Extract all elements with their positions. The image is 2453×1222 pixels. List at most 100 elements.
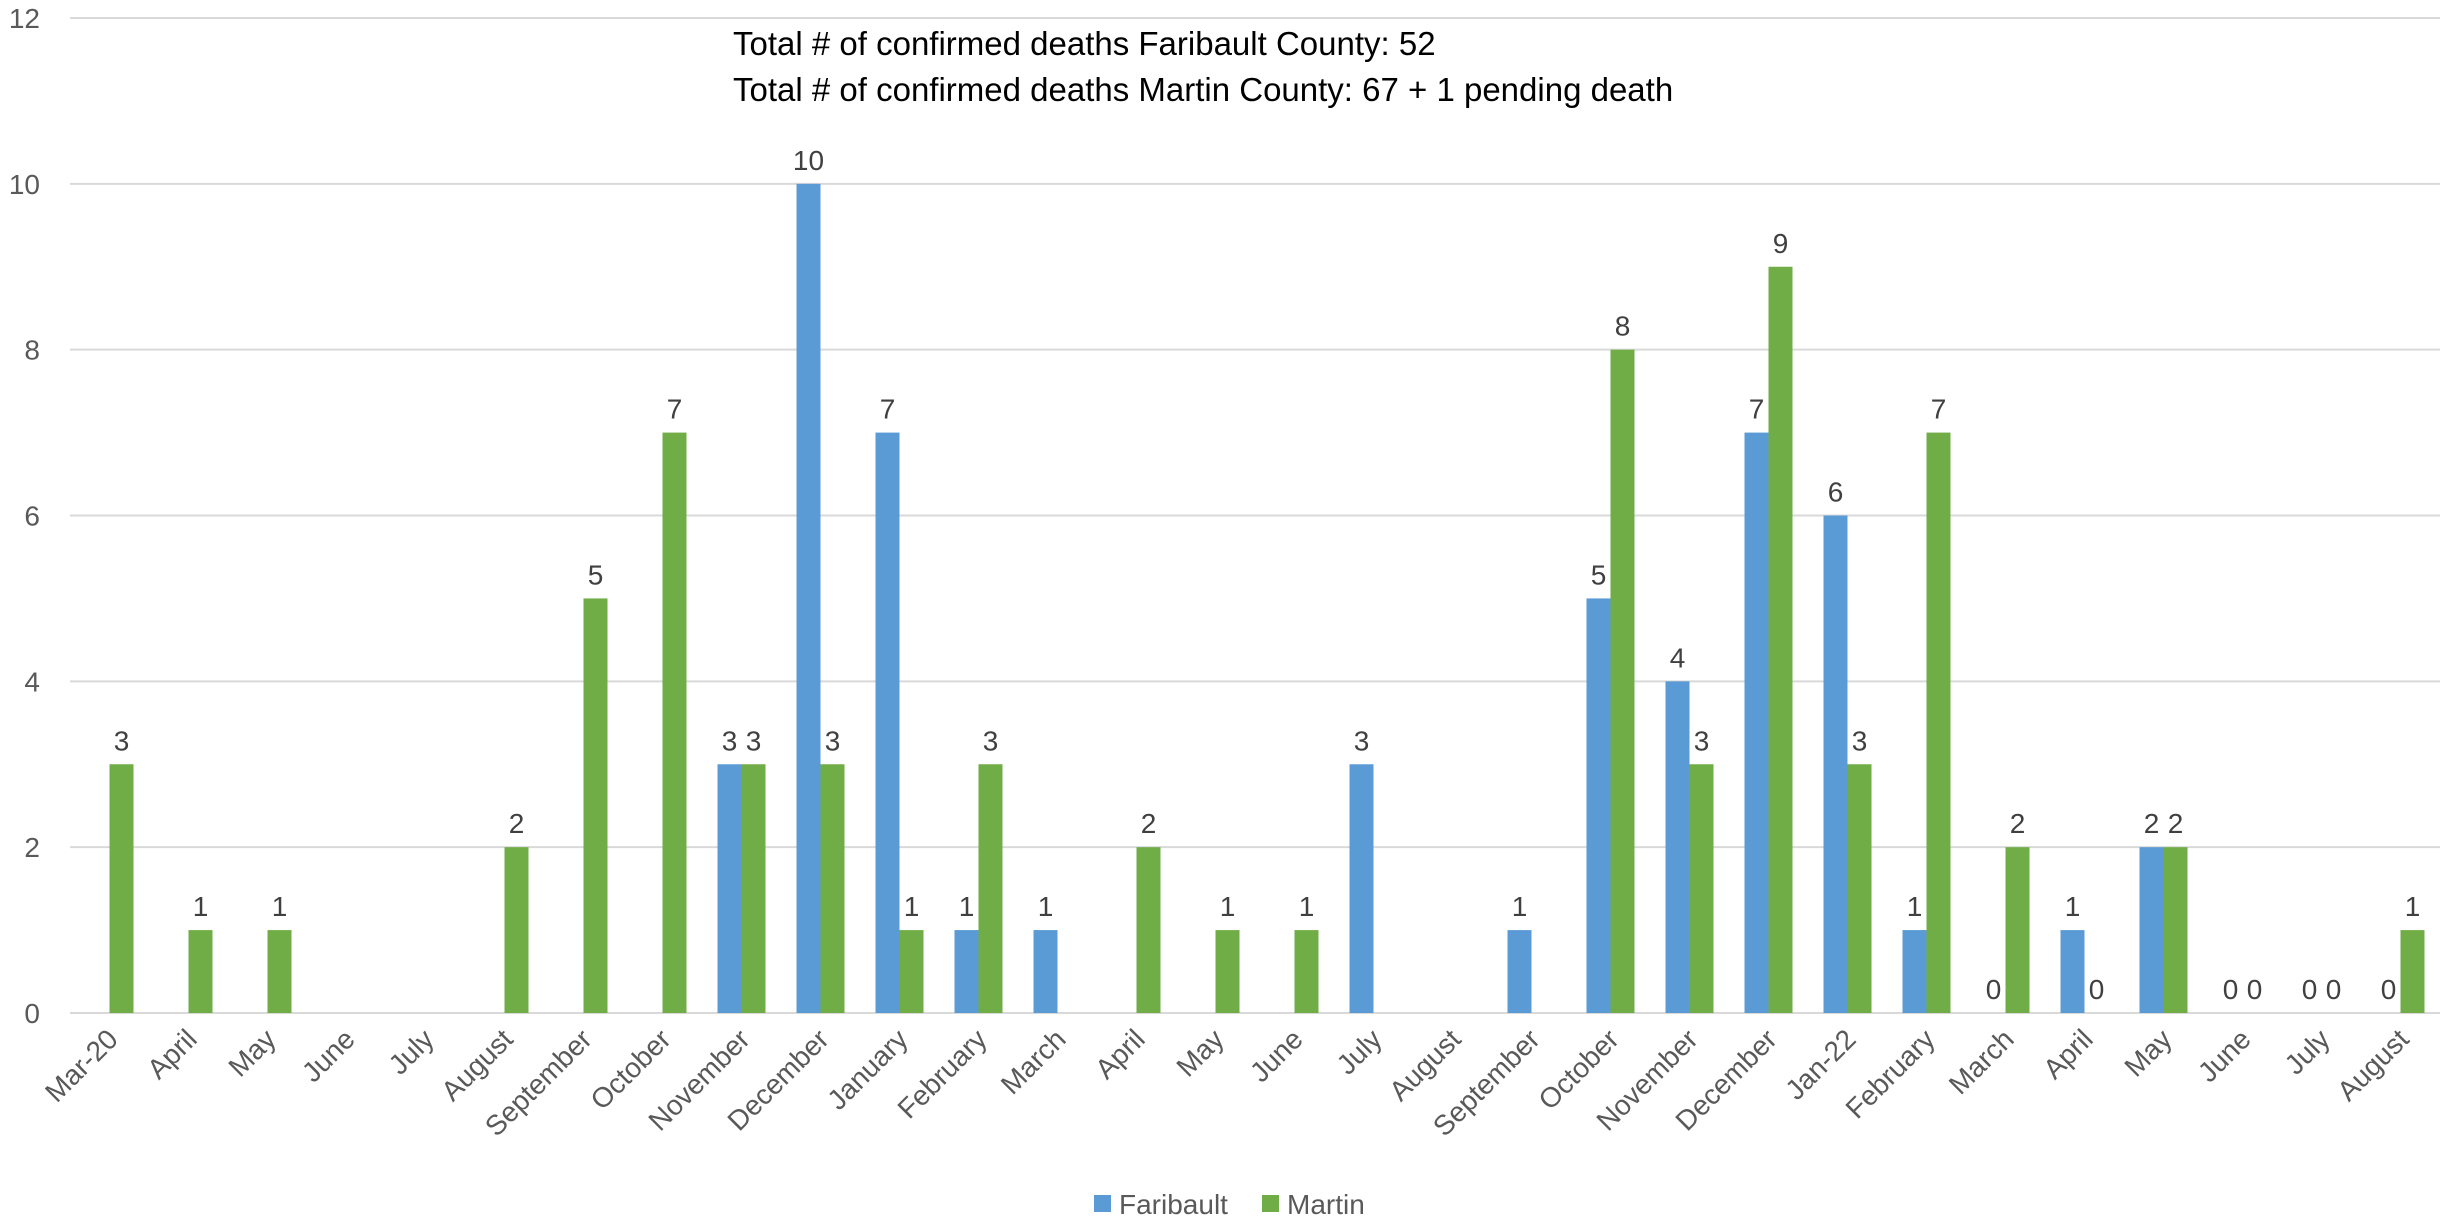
- y-tick-label: 0: [24, 998, 40, 1029]
- bar-faribault: [1902, 930, 1927, 1013]
- data-label-martin: 9: [1773, 228, 1789, 259]
- x-tick-label: March: [995, 1023, 1072, 1100]
- bar-martin: [1847, 764, 1872, 1013]
- data-label-martin: 0: [2326, 974, 2342, 1005]
- bar-martin: [109, 764, 134, 1013]
- x-tick-label: March: [1943, 1023, 2020, 1100]
- x-tick-label: July: [1331, 1023, 1388, 1080]
- data-label-faribault: 0: [2302, 974, 2318, 1005]
- legend-swatch-martin: [1262, 1195, 1279, 1212]
- bar-faribault: [1823, 515, 1848, 1013]
- data-label-faribault: 7: [880, 394, 896, 425]
- x-tick-label: July: [2279, 1023, 2336, 1080]
- x-tick-label: April: [1089, 1023, 1151, 1085]
- bar-martin: [1689, 764, 1714, 1013]
- data-label-faribault: 2: [2144, 808, 2160, 839]
- legend-swatch-faribault: [1094, 1195, 1111, 1212]
- bar-martin: [1215, 930, 1240, 1013]
- data-label-faribault: 6: [1828, 477, 1844, 508]
- data-label-faribault: 1: [959, 891, 975, 922]
- bar-martin: [978, 764, 1003, 1013]
- data-label-martin: 3: [983, 725, 999, 756]
- y-tick-label: 2: [24, 832, 40, 863]
- data-label-martin: 5: [588, 559, 604, 590]
- data-label-martin: 0: [2089, 974, 2105, 1005]
- bar-martin: [2005, 847, 2030, 1013]
- x-tick-label: May: [2118, 1023, 2177, 1082]
- bar-martin: [1610, 349, 1635, 1014]
- legend-label-martin: Martin: [1287, 1189, 1365, 1220]
- bar-martin: [504, 847, 529, 1013]
- data-label-martin: 1: [193, 891, 209, 922]
- bar-faribault: [954, 930, 979, 1013]
- y-axis-ticks: 0 2 4 6 8 10 12: [9, 3, 40, 1029]
- bar-faribault: [796, 183, 821, 1014]
- y-tick-label: 8: [24, 335, 40, 366]
- bar-faribault: [1033, 930, 1058, 1013]
- data-label-faribault: 1: [1038, 891, 1054, 922]
- bar-martin: [267, 930, 292, 1013]
- data-label-faribault: 3: [1354, 725, 1370, 756]
- x-tick-label: June: [1244, 1023, 1309, 1088]
- data-label-martin: 2: [509, 808, 525, 839]
- data-label-martin: 1: [272, 891, 288, 922]
- data-label-martin: 0: [2247, 974, 2263, 1005]
- data-label-martin: 7: [1931, 394, 1947, 425]
- bar-martin: [1294, 930, 1319, 1013]
- x-tick-label: June: [296, 1023, 361, 1088]
- x-tick-label: Mar-20: [39, 1023, 124, 1108]
- bar-martin: [2163, 847, 2188, 1013]
- bar-martin: [188, 930, 213, 1013]
- annotation-faribault-total: Total # of confirmed deaths Faribault Co…: [733, 25, 1436, 62]
- data-label-faribault: 10: [793, 145, 824, 176]
- data-label-faribault: 0: [2381, 974, 2397, 1005]
- y-tick-label: 4: [24, 666, 40, 697]
- x-tick-label: July: [383, 1023, 440, 1080]
- x-tick-label: June: [2192, 1023, 2257, 1088]
- data-label-faribault: 1: [2065, 891, 2081, 922]
- y-tick-label: 6: [24, 501, 40, 532]
- data-label-martin: 1: [1220, 891, 1236, 922]
- data-label-faribault: 1: [1512, 891, 1528, 922]
- data-label-faribault: 0: [1986, 974, 2002, 1005]
- data-label-martin: 1: [904, 891, 920, 922]
- bar-faribault: [1507, 930, 1532, 1013]
- x-axis-ticks: Mar-20 April May June JulyAugustSeptemberOct…: [39, 1023, 2415, 1142]
- bar-martin: [583, 598, 608, 1013]
- data-label-faribault: 5: [1591, 559, 1607, 590]
- data-label-martin: 7: [667, 394, 683, 425]
- annotation-martin-total: Total # of confirmed deaths Martin Count…: [733, 71, 1673, 108]
- x-tick-label: May: [1170, 1023, 1229, 1082]
- gridlines: [70, 17, 2440, 1014]
- data-label-faribault: 7: [1749, 394, 1765, 425]
- data-label-martin: 2: [2168, 808, 2184, 839]
- legend-label-faribault: Faribault: [1119, 1189, 1228, 1220]
- data-label-martin: 2: [2010, 808, 2026, 839]
- data-label-martin: 3: [1694, 725, 1710, 756]
- bar-martin: [741, 764, 766, 1013]
- data-label-martin: 1: [2405, 891, 2421, 922]
- bar-faribault: [1744, 432, 1769, 1013]
- bar-martin: [1136, 847, 1161, 1013]
- data-label-martin: 3: [1852, 725, 1868, 756]
- data-label-faribault: 1: [1907, 891, 1923, 922]
- bar-martin: [1926, 432, 1951, 1013]
- x-tick-label: April: [2037, 1023, 2099, 1085]
- bar-faribault: [2139, 847, 2164, 1013]
- annotations: Total # of confirmed deaths Faribault Co…: [733, 25, 1673, 108]
- data-label-martin: 8: [1615, 311, 1631, 342]
- bar-faribault: [1665, 681, 1690, 1013]
- bar-faribault: [1349, 764, 1374, 1013]
- bar-faribault: [1586, 598, 1611, 1013]
- data-label-martin: 3: [114, 725, 130, 756]
- data-label-faribault: 0: [2223, 974, 2239, 1005]
- x-tick-label: August: [2331, 1023, 2415, 1107]
- data-label-faribault: 4: [1670, 642, 1686, 673]
- y-tick-label: 12: [9, 3, 40, 34]
- bar-faribault: [2060, 930, 2085, 1013]
- bar-faribault: [717, 764, 742, 1013]
- data-label-martin: 1: [1299, 891, 1315, 922]
- bar-martin: [1768, 266, 1793, 1013]
